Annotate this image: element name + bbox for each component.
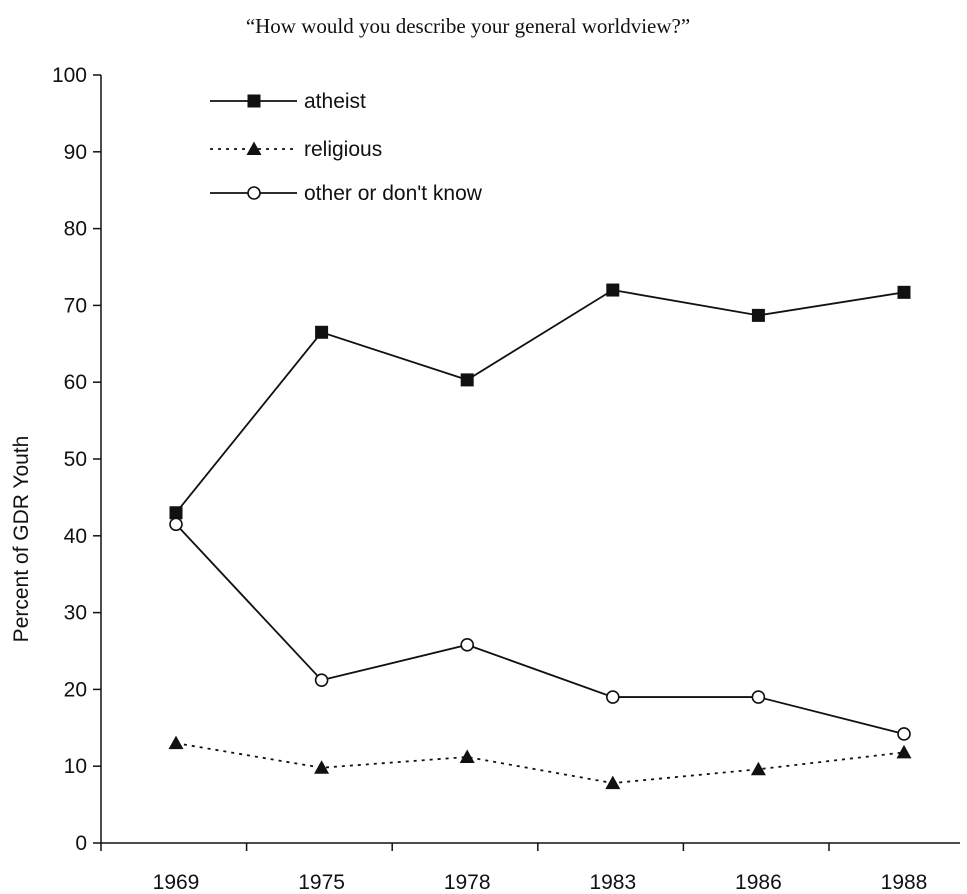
data-point — [605, 690, 620, 704]
y-tick-label: 10 — [64, 755, 87, 778]
series-1 — [168, 735, 912, 790]
y-ticks: 0 10 20 30 40 50 60 70 80 90 100 — [52, 64, 101, 855]
data-point — [897, 285, 911, 299]
data-point — [896, 744, 912, 759]
data-point — [169, 506, 183, 520]
x-tick-label: 1975 — [298, 871, 345, 894]
data-point — [168, 735, 184, 750]
series-line — [175, 742, 905, 785]
series-2 — [169, 517, 911, 741]
data-point — [605, 775, 621, 790]
data-point — [897, 727, 911, 741]
data-point — [314, 673, 329, 687]
y-tick-label: 70 — [64, 294, 87, 317]
y-tick-label: 0 — [75, 832, 87, 855]
legend: atheist religious other or don't know — [210, 90, 483, 205]
legend-marker — [247, 94, 261, 108]
legend-label: religious — [304, 138, 382, 161]
y-axis-label: Percent of GDR Youth — [10, 436, 33, 643]
legend-marker — [247, 186, 261, 200]
x-ticks: 1969 1975 1978 1983 1986 1988 — [100, 843, 928, 894]
y-tick-label: 30 — [64, 602, 87, 625]
x-tick-label: 1983 — [589, 871, 636, 894]
series-line — [175, 523, 905, 735]
data-point — [314, 760, 330, 774]
series-line — [175, 289, 905, 514]
data-point — [606, 283, 620, 297]
x-tick-label: 1978 — [444, 871, 491, 894]
x-tick-label: 1988 — [881, 871, 928, 894]
y-tick-label: 50 — [64, 448, 87, 471]
x-tick-label: 1969 — [153, 871, 200, 894]
data-point — [315, 325, 329, 339]
y-tick-label: 90 — [64, 141, 87, 164]
data-point — [460, 373, 474, 387]
data-point — [751, 308, 765, 322]
y-tick-label: 60 — [64, 371, 87, 394]
data-point — [169, 517, 183, 532]
chart-title: “How would you describe your general wor… — [246, 14, 690, 38]
data-point — [751, 690, 766, 704]
series-layer — [168, 283, 912, 790]
legend-label: atheist — [304, 90, 366, 113]
data-point — [460, 638, 475, 652]
y-tick-label: 40 — [64, 525, 87, 548]
y-tick-label: 80 — [64, 218, 87, 241]
x-tick-label: 1986 — [735, 871, 782, 894]
y-tick-label: 20 — [64, 678, 87, 701]
legend-marker — [246, 141, 262, 155]
y-tick-label: 100 — [52, 64, 87, 87]
data-point — [750, 761, 766, 776]
series-0 — [169, 283, 911, 520]
data-point — [459, 749, 475, 763]
legend-label: other or don't know — [304, 182, 483, 205]
